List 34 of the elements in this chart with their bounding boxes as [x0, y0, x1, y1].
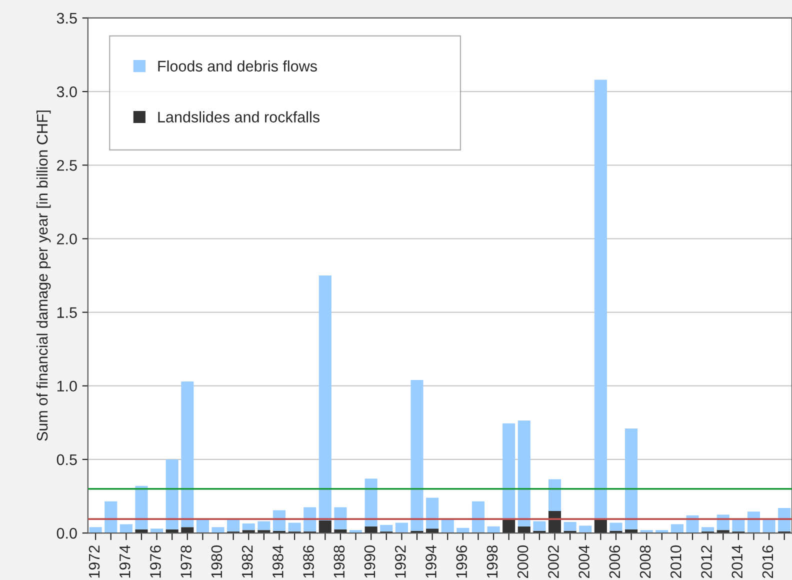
- y-tick-label: 0.5: [56, 454, 77, 466]
- x-tick-label: 1972: [88, 546, 100, 578]
- y-tick-label: 3.5: [56, 12, 77, 24]
- y-tick-label: 0.0: [56, 528, 77, 539]
- x-tick-label: 1992: [394, 546, 406, 578]
- legend-label: Floods and debris flows: [158, 60, 317, 72]
- x-tick-label: 1988: [334, 545, 345, 578]
- x-tick-label: 2014: [732, 545, 743, 578]
- x-tick-label: 2002: [548, 546, 559, 578]
- x-tick-label: 1998: [486, 545, 498, 578]
- x-tick-label: 1986: [303, 545, 314, 578]
- y-tick-label: 1.0: [57, 380, 77, 392]
- y-tick-label: 2.0: [57, 234, 77, 244]
- x-tick-label: 1984: [272, 545, 284, 578]
- x-tick-label: 1976: [150, 545, 161, 578]
- x-tick-label: 1974: [119, 545, 130, 578]
- x-tick-label: 1982: [242, 546, 253, 578]
- y-tick-label: 1.5: [57, 307, 77, 318]
- x-tick-label: 1990: [364, 545, 376, 578]
- x-tick-label: 2008: [640, 545, 651, 578]
- x-tick-label: 1994: [426, 545, 436, 578]
- x-tick-label: 1996: [456, 545, 468, 578]
- y-axis-title: Sum of financial damage per year [in billion CHF]: [36, 110, 51, 441]
- x-tick-label: 2010: [670, 545, 682, 578]
- x-tick-label: 2004: [578, 545, 590, 578]
- x-tick-label: 2006: [609, 545, 620, 578]
- x-tick-label: 2000: [517, 545, 528, 578]
- x-tick-label: 1980: [211, 545, 222, 578]
- y-tick-label: 3.0: [56, 86, 77, 98]
- x-tick-label: 2016: [762, 545, 774, 578]
- y-tick-label: 2.5: [57, 160, 77, 171]
- legend-label: Landslides and rockfalls: [158, 111, 320, 122]
- x-tick-label: 2012: [701, 546, 712, 578]
- x-tick-label: 1978: [180, 545, 192, 578]
